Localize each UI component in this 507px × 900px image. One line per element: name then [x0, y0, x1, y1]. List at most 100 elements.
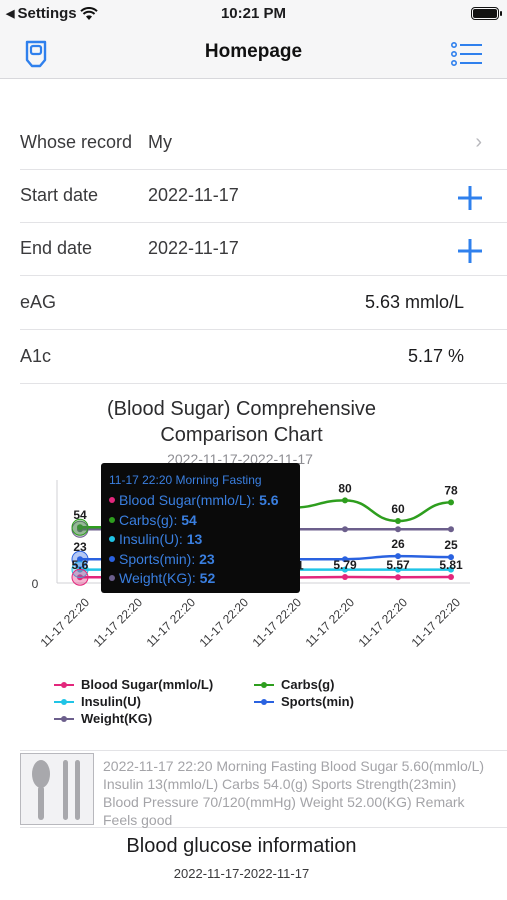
tooltip-line: Carbs(g): 54 — [109, 511, 292, 531]
data-label: 80 — [338, 481, 352, 495]
legend-weight[interactable]: Weight(KG) — [54, 711, 152, 726]
x-tick-label: 11-17 22:20 — [197, 595, 252, 650]
tooltip-dot — [109, 536, 115, 543]
chevron-right-icon: › — [475, 131, 482, 153]
legend-insulin[interactable]: Insulin(U) — [54, 694, 141, 709]
tooltip-label: Weight(KG): — [119, 570, 200, 586]
x-tick-label: 11-17 22:20 — [144, 595, 199, 650]
a1c-row: A1c 5.17 % — [20, 331, 507, 384]
tooltip-value: 52 — [199, 570, 216, 586]
tooltip-line: Blood Sugar(mmlo/L): 5.6 — [109, 491, 292, 511]
nav-bar: Homepage — [0, 30, 507, 79]
x-tick-label: 11-17 22:20 — [409, 595, 464, 650]
battery-icon — [471, 7, 502, 20]
meter-icon — [25, 40, 47, 68]
tooltip-dot — [109, 516, 115, 523]
data-point — [342, 574, 348, 581]
tooltip-line: Sports(min): 23 — [109, 550, 292, 570]
data-point — [448, 499, 454, 506]
x-tick-label: 11-17 22:20 — [303, 595, 358, 650]
whose-record-row[interactable]: Whose record My › — [20, 117, 507, 170]
data-point — [342, 497, 348, 504]
tooltip-dot — [109, 555, 115, 562]
tooltip-label: Carbs(g): — [119, 511, 182, 528]
info-subtitle: 2022-11-17-2022-11-17 — [173, 866, 310, 881]
wifi-icon — [79, 6, 98, 20]
end-date-row: End date 2022-11-17 — [20, 223, 507, 276]
legend-weight-label: Weight(KG) — [81, 711, 153, 726]
tooltip-label: Sports(min): — [119, 550, 200, 567]
start-date-value[interactable]: 2022-11-17 — [148, 185, 239, 205]
legend-blood-sugar[interactable]: Blood Sugar(mmlo/L) — [54, 677, 213, 692]
data-point — [342, 566, 348, 573]
legend-insulin-label: Insulin(U) — [81, 694, 141, 709]
chart-legend: Blood Sugar(mmlo/L) Carbs(g) Insulin(U) … — [54, 677, 474, 729]
back-label: Settings — [17, 5, 77, 22]
data-label: 5.6 — [72, 558, 89, 572]
data-point — [77, 556, 83, 563]
tooltip-header: 11-17 22:20 Morning Fasting — [109, 473, 262, 487]
data-point — [448, 573, 454, 580]
a1c-label: A1c — [20, 346, 52, 366]
tooltip-value: 13 — [186, 531, 203, 547]
tooltip-value: 54 — [181, 511, 197, 528]
list-icon — [450, 41, 482, 66]
legend-carbs-label: Carbs(g) — [281, 677, 335, 692]
a1c-value: 5.17 % — [407, 346, 464, 366]
x-tick-label: 11-17 22:20 — [250, 595, 305, 650]
status-bar: ◀ Settings 10:21 PM — [0, 0, 507, 30]
data-label: 5.81 — [439, 558, 463, 572]
tooltip-label: Blood Sugar(mmlo/L): — [119, 492, 260, 508]
legend-sports[interactable]: Sports(min) — [254, 694, 354, 709]
legend-carbs[interactable]: Carbs(g) — [254, 677, 334, 692]
meter-button[interactable] — [24, 39, 48, 74]
record-item[interactable]: 2022-11-17 22:20 Morning Fasting Blood S… — [20, 750, 507, 828]
plus-icon — [458, 186, 482, 210]
tooltip-label: Insulin(U): — [119, 531, 187, 547]
add-end-date-button[interactable] — [457, 238, 483, 269]
x-tick-label: 11-17 22:20 — [356, 595, 411, 650]
back-to-settings[interactable]: ◀ Settings — [6, 5, 98, 22]
data-point — [77, 524, 83, 531]
legend-blood-sugar-label: Blood Sugar(mmlo/L) — [81, 677, 214, 692]
data-point — [342, 526, 348, 533]
data-label: 25 — [444, 538, 458, 552]
clock: 10:21 PM — [220, 5, 287, 22]
data-point — [448, 554, 454, 561]
tooltip-dot — [109, 575, 115, 582]
highlight-point — [71, 568, 89, 586]
eag-row: eAG 5.63 mmlo/L — [20, 277, 507, 330]
cutlery-icon — [20, 753, 94, 825]
menu-button[interactable] — [450, 41, 483, 72]
data-label: 78 — [444, 483, 458, 497]
eag-value: 5.63 mmlo/L — [364, 292, 464, 312]
eag-label: eAG — [20, 292, 57, 312]
data-label: 5.79 — [333, 558, 357, 572]
data-point — [395, 526, 401, 533]
tooltip-line: Insulin(U): 13 — [109, 530, 292, 550]
y-tick-label: 0 — [32, 577, 39, 591]
start-date-row: Start date 2022-11-17 — [20, 170, 507, 223]
tooltip-value: 5.6 — [259, 492, 279, 508]
record-text: 2022-11-17 22:20 Morning Fasting Blood S… — [103, 758, 485, 828]
x-tick-label: 11-17 22:20 — [91, 595, 146, 650]
data-point — [448, 526, 454, 533]
chart-title: (Blood Sugar) Comprehensive Comparison C… — [0, 396, 483, 448]
tooltip-dot — [109, 497, 115, 504]
chart-tooltip: 11-17 22:20 Morning Fasting Blood Sugar(… — [101, 463, 300, 593]
chart-title-line-2: Comparison Chart — [160, 424, 323, 446]
add-start-date-button[interactable] — [457, 185, 483, 216]
tooltip-value: 23 — [199, 550, 215, 567]
legend-sports-label: Sports(min) — [281, 694, 354, 709]
data-point — [342, 556, 348, 563]
data-point — [395, 574, 401, 581]
chart-title-line-1: (Blood Sugar) Comprehensive — [106, 398, 377, 420]
plus-icon — [458, 239, 482, 263]
comparison-chart[interactable]: 05.65.315.795.575.81547380607823262511-1… — [0, 470, 507, 670]
end-date-value[interactable]: 2022-11-17 — [148, 238, 239, 258]
data-point — [395, 553, 401, 560]
back-arrow-icon: ◀ — [6, 8, 15, 20]
data-point — [395, 566, 401, 573]
data-label: 26 — [391, 537, 405, 551]
x-tick-label: 11-17 22:20 — [38, 595, 93, 650]
